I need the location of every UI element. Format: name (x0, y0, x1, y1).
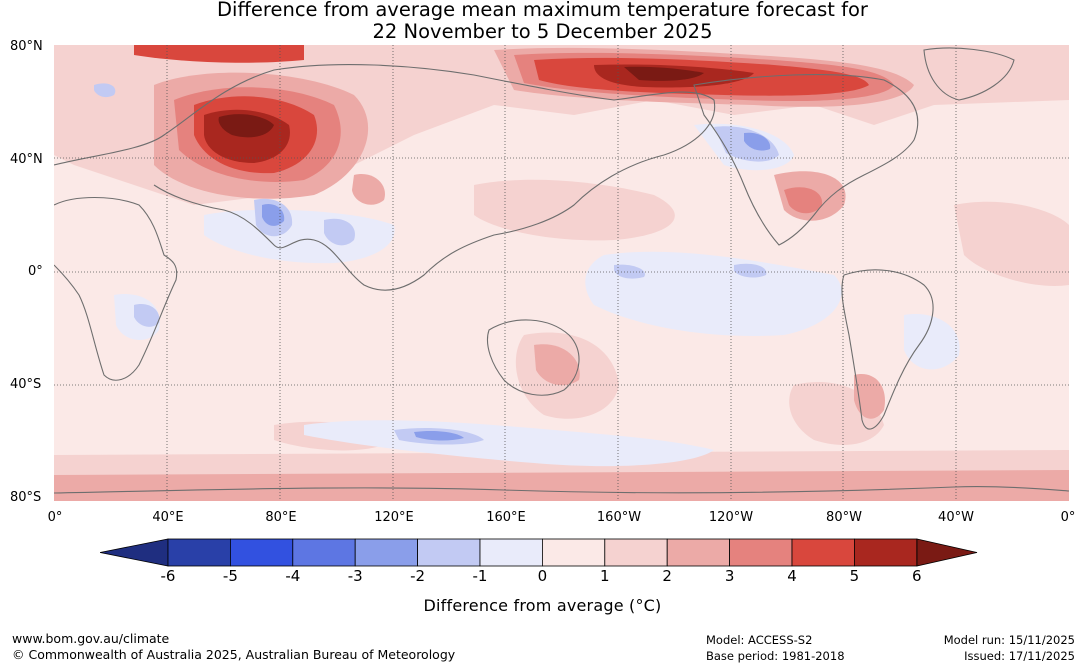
temperature-anomaly-map (54, 45, 1069, 501)
lon-label-160w: 160°W (596, 510, 642, 525)
coastlines (54, 47, 1069, 494)
footer-issued: Issued: 17/11/2025 (964, 649, 1075, 663)
colorbar-cell (729, 538, 793, 567)
colorbar-tick-label: 6 (912, 567, 922, 585)
colorbar-low-extension (100, 538, 169, 567)
colorbar-cell (417, 538, 481, 567)
eurasia-coastline (54, 64, 716, 291)
colorbar-cell (604, 538, 668, 567)
lat-label-80s: 80°S (10, 490, 42, 505)
colorbar-cell (666, 538, 731, 567)
map-gridlines (54, 45, 1069, 501)
lat-label-equator: 0° (28, 264, 43, 279)
greenland-coastline (923, 47, 1015, 101)
colorbar-tick-label: -5 (222, 567, 238, 585)
colorbar-tick-label: -3 (347, 567, 363, 585)
colorbar-cells (167, 538, 918, 567)
anomaly-above-6-regions (218, 66, 704, 138)
colorbar-tick-label: 3 (724, 567, 735, 585)
colorbar-tick-label: 4 (787, 567, 797, 585)
lat-label-80n: 80°N (10, 39, 43, 54)
north-america-coastline (693, 74, 919, 246)
footer-copyright: © Commonwealth of Australia 2025, Austra… (12, 647, 456, 662)
africa-coastline (54, 196, 178, 381)
colorbar-tick-label: 1 (600, 567, 610, 585)
footer-model: Model: ACCESS-S2 (706, 633, 813, 647)
australia-coastline (486, 319, 580, 396)
lon-label-80e: 80°E (265, 510, 297, 525)
colorbar-tick-label: -4 (285, 567, 301, 585)
colorbar-tick-label: -6 (160, 567, 176, 585)
lon-label-80w: 80°W (826, 510, 862, 525)
anomaly-minus-3-to-minus-2-regions (262, 132, 771, 441)
colorbar-label: Difference from average (°C) (423, 596, 662, 615)
colorbar (100, 538, 978, 567)
colorbar-cell (791, 538, 855, 567)
antarctica-coastline (54, 485, 1069, 494)
lon-label-160e: 160°E (486, 510, 526, 525)
footer-base-period: Base period: 1981-2018 (706, 649, 845, 663)
colorbar-cell (541, 538, 606, 567)
footer-model-run: Model run: 15/11/2025 (943, 633, 1075, 647)
colorbar-tick-label: 2 (662, 567, 672, 585)
footer-website[interactable]: www.bom.gov.au/climate (12, 631, 170, 646)
colorbar-high-extension (916, 538, 978, 567)
colorbar-tick-label: 0 (537, 567, 548, 585)
colorbar-cell (292, 538, 356, 567)
colorbar-tick-label: 5 (849, 567, 860, 585)
lat-label-40n: 40°N (10, 152, 43, 167)
map-title-line-2: 22 November to 5 December 2025 (372, 20, 713, 43)
colorbar-cell (354, 538, 418, 567)
lon-label-0-east: 0° (1060, 510, 1076, 525)
colorbar-cell (479, 538, 543, 567)
lat-label-40s: 40°S (10, 377, 42, 392)
lon-label-0: 0° (47, 510, 63, 525)
lon-label-40w: 40°W (938, 510, 974, 525)
south-america-coastline (841, 269, 934, 430)
colorbar-tick-label: -2 (410, 567, 426, 585)
colorbar-cell (854, 538, 918, 567)
colorbar-cell (229, 538, 294, 567)
map-title-line-1: Difference from average mean maximum tem… (217, 0, 868, 21)
lon-label-120w: 120°W (708, 510, 754, 525)
lon-label-40e: 40°E (152, 510, 184, 525)
colorbar-tick-label: -1 (472, 567, 488, 585)
colorbar-cell (167, 538, 231, 567)
lon-label-120e: 120°E (374, 510, 414, 525)
